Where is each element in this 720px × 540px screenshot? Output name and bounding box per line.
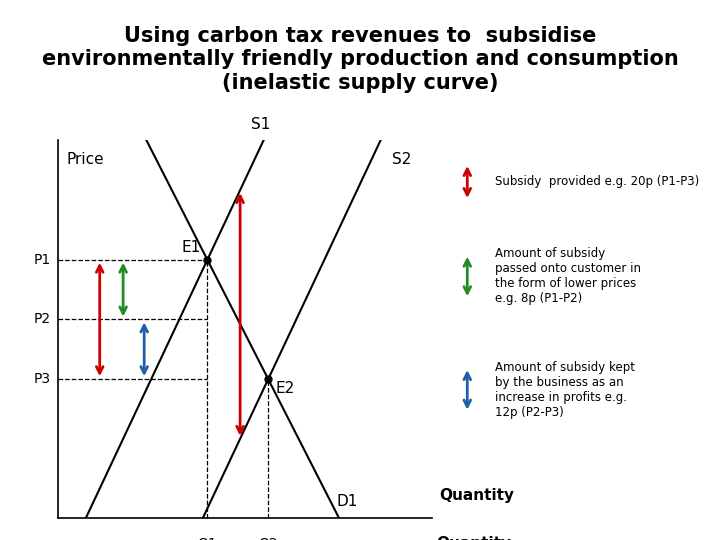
Text: E2: E2 [275,381,294,396]
Text: P3: P3 [33,372,50,386]
Text: E1: E1 [181,240,200,255]
Text: P1: P1 [33,253,50,267]
Text: Amount of subsidy
passed onto customer in
the form of lower prices
e.g. 8p (P1-P: Amount of subsidy passed onto customer i… [495,247,642,306]
Text: Price: Price [67,152,104,167]
Text: Q2: Q2 [258,536,278,540]
Text: Quantity: Quantity [439,488,514,503]
Text: S2: S2 [392,152,412,167]
Text: Using carbon tax revenues to  subsidise
environmentally friendly production and : Using carbon tax revenues to subsidise e… [42,26,678,92]
Text: D1: D1 [336,495,357,509]
Text: Amount of subsidy kept
by the business as an
increase in profits e.g.
12p (P2-P3: Amount of subsidy kept by the business a… [495,361,635,419]
Text: Q1: Q1 [197,536,217,540]
Text: P2: P2 [33,313,50,327]
Text: Subsidy  provided e.g. 20p (P1-P3): Subsidy provided e.g. 20p (P1-P3) [495,176,700,188]
Text: Quantity: Quantity [436,536,512,540]
Text: S1: S1 [251,117,271,132]
